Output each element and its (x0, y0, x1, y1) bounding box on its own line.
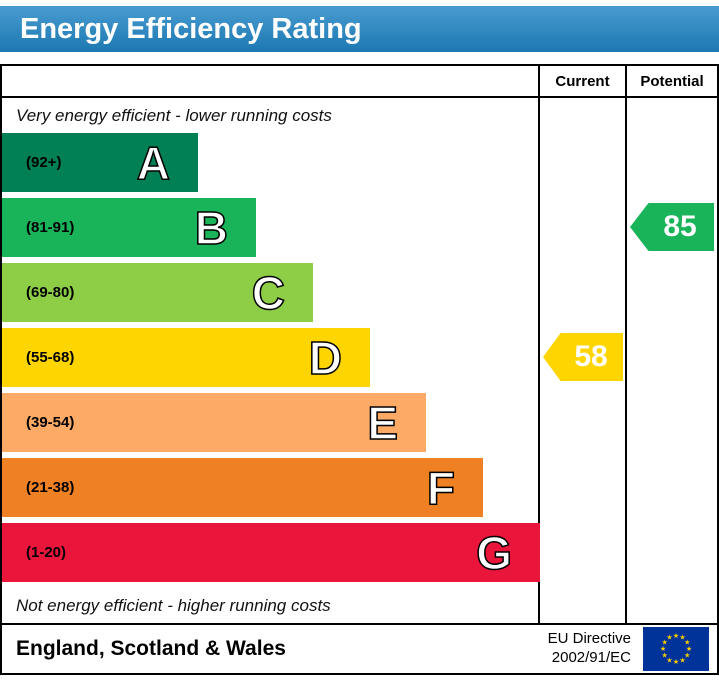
eu-directive-line1: EU Directive (547, 630, 631, 648)
band-bar-e: (39-54) E (2, 393, 426, 452)
footer: England, Scotland & Wales EU Directive 2… (2, 623, 717, 673)
bands-container: (92+) A (81-91) B (69-80) C (55-68) D (39-54) E (2… (2, 133, 540, 588)
band-letter: B (194, 201, 229, 254)
band-range-label: (39-54) (26, 414, 75, 431)
note-bottom: Not energy efficient - higher running co… (16, 595, 331, 615)
band-range-label: (1-20) (26, 544, 67, 561)
band-row-b: (81-91) B (2, 198, 538, 263)
band-bar-g: (1-20) G (2, 523, 540, 582)
current-rating-value: 58 (574, 340, 608, 373)
band-letter: E (367, 396, 399, 449)
table-header-row: Current Potential (2, 66, 717, 98)
band-bar-b: (81-91) B (2, 198, 256, 257)
svg-text:★: ★ (666, 634, 672, 642)
eu-directive-line2: 2002/91/EC (551, 649, 631, 666)
current-column: 58 (540, 98, 627, 623)
svg-text:★: ★ (666, 656, 672, 664)
svg-text:★: ★ (673, 632, 679, 640)
region-label: England, Scotland & Wales (16, 637, 286, 660)
bands-column: Very energy efficient - lower running co… (2, 98, 540, 623)
band-letter: G (475, 526, 512, 579)
band-range-label: (69-80) (26, 284, 75, 301)
page-title: Energy Efficiency Rating (0, 6, 719, 52)
epc-page: { "header": { "title": "Energy Efficienc… (0, 6, 719, 681)
potential-rating-arrow: 85 (630, 203, 714, 251)
band-row-a: (92+) A (2, 133, 538, 198)
band-row-c: (69-80) C (2, 263, 538, 328)
note-top: Very energy efficient - lower running co… (16, 105, 332, 125)
band-bar-d: (55-68) D (2, 328, 370, 387)
svg-text:★: ★ (679, 656, 685, 664)
svg-text:★: ★ (662, 639, 668, 647)
eu-directive-label: EU Directive 2002/91/EC (548, 630, 631, 668)
band-row-d: (55-68) D (2, 328, 538, 393)
svg-text:★: ★ (662, 652, 668, 660)
band-range-label: (21-38) (26, 479, 75, 496)
svg-text:★: ★ (684, 652, 690, 660)
band-row-e: (39-54) E (2, 393, 538, 458)
svg-text:★: ★ (673, 658, 679, 666)
band-letter: D (308, 331, 343, 384)
band-letter: A (136, 136, 171, 189)
rating-table: Current Potential Very energy efficient … (0, 64, 719, 675)
potential-column: 85 (627, 98, 717, 623)
band-row-g: (1-20) G (2, 523, 540, 588)
current-rating-arrow: 58 (543, 333, 623, 381)
band-bar-f: (21-38) F (2, 458, 483, 517)
band-range-label: (92+) (26, 154, 62, 171)
column-header-current: Current (540, 66, 627, 96)
svg-text:★: ★ (686, 645, 692, 653)
band-range-label: (81-91) (26, 219, 75, 236)
svg-text:★: ★ (679, 634, 685, 642)
eu-flag-icon: ★ ★ ★ ★ ★ ★ ★ ★ ★ ★ ★ ★ (643, 627, 709, 671)
band-bar-a: (92+) A (2, 133, 198, 192)
svg-text:★: ★ (660, 645, 666, 653)
table-body: Very energy efficient - lower running co… (2, 98, 717, 623)
band-letter: F (426, 461, 456, 514)
column-header-potential: Potential (640, 72, 704, 90)
page-title-text: Energy Efficiency Rating (20, 12, 362, 45)
potential-rating-value: 85 (663, 210, 697, 243)
band-bar-c: (69-80) C (2, 263, 313, 322)
band-letter: C (251, 266, 286, 319)
chart-header-spacer (2, 66, 540, 96)
svg-text:★: ★ (684, 639, 690, 647)
band-range-label: (55-68) (26, 349, 75, 366)
band-row-f: (21-38) F (2, 458, 538, 523)
